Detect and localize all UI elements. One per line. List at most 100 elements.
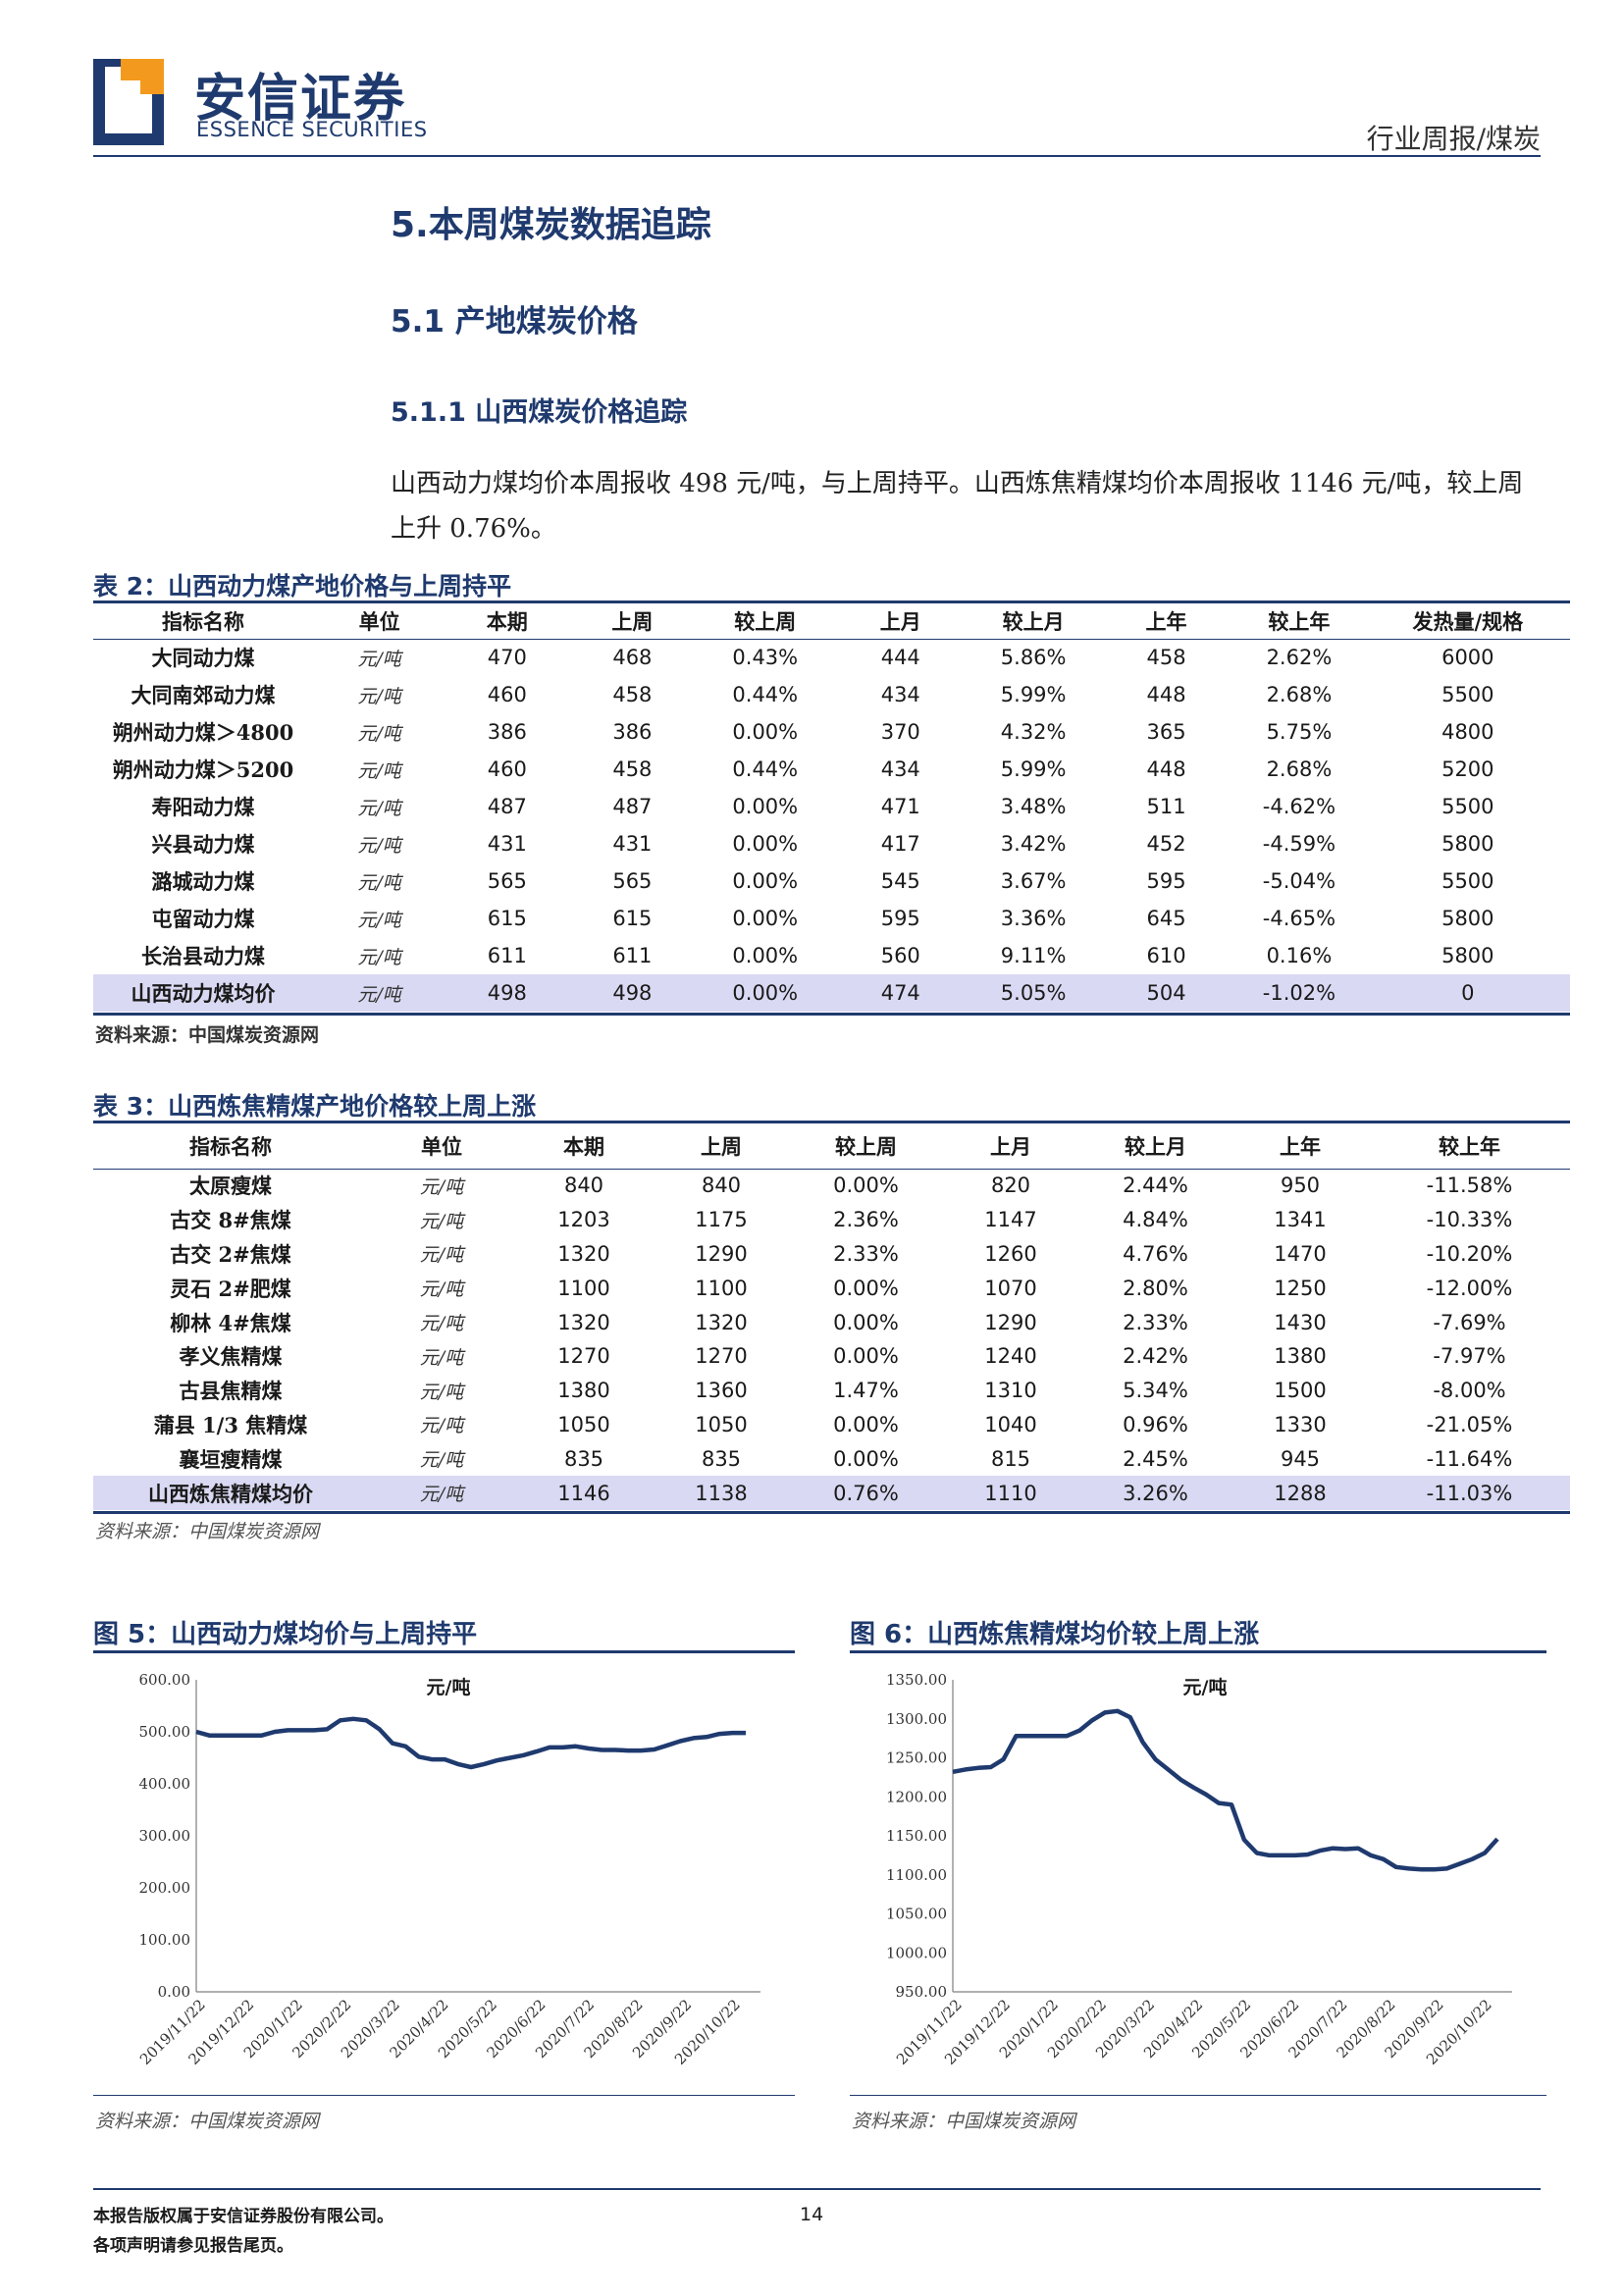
table-cell: 1100 — [695, 1276, 748, 1300]
y-tick-label: 600.00 — [139, 1671, 191, 1689]
table-cell: 3.48% — [1000, 795, 1067, 818]
table-cell: 434 — [880, 683, 920, 706]
table-cell: 0.16% — [1266, 944, 1333, 967]
table-cell: 448 — [1146, 757, 1186, 781]
table-cell: 820 — [990, 1174, 1031, 1198]
column-header: 本期 — [486, 609, 528, 634]
table-cell: 611 — [487, 944, 527, 967]
table-cell: -7.69% — [1433, 1310, 1506, 1334]
table-cell: 1040 — [984, 1412, 1037, 1436]
table-cell: 565 — [487, 869, 527, 893]
table-cell: 0 — [1365, 974, 1570, 1012]
row-label: 大同南郊动力煤 — [131, 683, 276, 707]
table-cell: 元/吨 — [419, 1449, 464, 1472]
table-cell: 0.00% — [696, 974, 835, 1012]
table-cell: -11.03% — [1369, 1476, 1570, 1510]
table-cell: 元/吨 — [357, 648, 401, 670]
section-heading: 5.本周煤炭数据追踪 — [391, 205, 711, 245]
table-row: 屯留动力煤 元/吨 615 615 0.00% 595 3.36% 645 -4.65% 5800 — [93, 900, 1570, 937]
table-cell: 0.00% — [833, 1276, 899, 1300]
table-row: 孝义焦精煤 元/吨 1270 1270 0.00% 1240 2.42% 1380 -7.97% — [93, 1339, 1570, 1374]
table-cell: 9.11% — [1000, 944, 1067, 967]
table-cell: 3.67% — [1000, 869, 1067, 893]
table-cell: 458 — [612, 757, 653, 781]
table-cell: 1330 — [1274, 1412, 1327, 1436]
page-number: 14 — [800, 2204, 824, 2225]
table-cell: 2.42% — [1123, 1344, 1188, 1369]
table-cell: 474 — [834, 974, 968, 1012]
table-cell: 元/吨 — [357, 759, 401, 782]
table-cell: 5.99% — [1000, 683, 1067, 706]
table-row: 大同动力煤 元/吨 470 468 0.43% 444 5.86% 458 2.62% 6000 — [93, 639, 1570, 676]
table-cell: 0.76% — [790, 1476, 942, 1510]
table-cell: 444 — [880, 646, 920, 669]
column-header: 较上月 — [1002, 609, 1065, 634]
unit-label: 元/吨 — [427, 1676, 471, 1698]
table-row: 朔州动力煤＞4800 元/吨 386 386 0.00% 370 4.32% 365 5.75%… — [93, 713, 1570, 751]
table-cell: 2.68% — [1266, 683, 1333, 706]
row-label: 朔州动力煤＞4800 — [112, 720, 294, 745]
y-tick-label: 400.00 — [139, 1775, 191, 1793]
table-row: 大同南郊动力煤 元/吨 460 458 0.44% 434 5.99% 448 2.68% 550… — [93, 676, 1570, 713]
y-tick-label: 1100.00 — [886, 1866, 947, 1884]
table-cell: -4.59% — [1262, 832, 1336, 856]
table3-header-rule — [93, 1169, 1570, 1170]
table-cell: 835 — [563, 1446, 604, 1471]
table-cell: 1470 — [1274, 1241, 1327, 1266]
column-header: 上年 — [1145, 609, 1187, 634]
table-cell: 1360 — [695, 1379, 748, 1403]
column-header: 较上周 — [835, 1134, 897, 1159]
column-header: 上周 — [611, 609, 654, 634]
table-cell: 0.00% — [833, 1446, 899, 1471]
table2-bottom-rule — [93, 1013, 1570, 1016]
row-label: 寿阳动力煤 — [151, 795, 255, 819]
table-cell: -8.00% — [1433, 1379, 1506, 1403]
table-cell: 0.44% — [732, 757, 799, 781]
table-cell: -4.62% — [1262, 795, 1336, 818]
table-cell: 0.00% — [732, 795, 799, 818]
table-cell: 0.00% — [732, 832, 799, 856]
column-header: 指标名称 — [189, 1134, 272, 1159]
table3-bottom-rule — [93, 1511, 1570, 1514]
table-cell: 元/吨 — [357, 834, 401, 857]
coal-price-line-chart: 0.00 100.00 200.00 300.00 400.00 500.00 600.00… — [136, 1671, 760, 2068]
table-header-row: 指标名称 单位 本期 上周 较上周 上月 较上月 上年 较上年 — [93, 1123, 1570, 1169]
table-cell: 615 — [612, 907, 653, 930]
column-header: 指标名称 — [161, 609, 244, 634]
table-cell: 645 — [1146, 907, 1186, 930]
table-cell: 504 — [1099, 974, 1233, 1012]
table-cell: 565 — [612, 869, 653, 893]
table-cell: 1310 — [984, 1379, 1037, 1403]
table-cell: 0.00% — [732, 869, 799, 893]
table-cell: 5500 — [1441, 869, 1494, 893]
disclaimer-line: 各项声明请参见报告尾页。 — [93, 2236, 293, 2256]
column-header: 上年 — [1280, 1134, 1321, 1159]
column-header: 发热量/规格 — [1412, 609, 1524, 634]
footer-disclaimer: 本报告版权属于安信证券股份有限公司。 各项声明请参见报告尾页。 — [93, 2202, 393, 2261]
table-cell: 1270 — [695, 1344, 748, 1369]
row-label: 灵石 2#肥煤 — [170, 1276, 291, 1301]
table-cell: 3.42% — [1000, 832, 1067, 856]
table-cell: 元/吨 — [368, 1476, 515, 1510]
table-cell: 370 — [880, 720, 920, 744]
column-header: 本期 — [563, 1134, 604, 1159]
y-tick-label: 300.00 — [139, 1827, 191, 1845]
table-cell: -10.33% — [1426, 1208, 1513, 1232]
table-row: 太原瘦煤 元/吨 840 840 0.00% 820 2.44% 950 -11.58% — [93, 1169, 1570, 1203]
table-cell: 元/吨 — [357, 722, 401, 745]
table3-top-rule — [93, 1121, 1570, 1123]
table-cell: 595 — [1146, 869, 1186, 893]
table-row: 蒲县 1/3 焦精煤 元/吨 1050 1050 0.00% 1040 0.96% 1330 -… — [93, 1408, 1570, 1442]
table-cell: 4.32% — [1000, 720, 1067, 744]
table-cell: 1050 — [557, 1412, 610, 1436]
table-cell: 5800 — [1441, 944, 1494, 967]
table-cell: 0.96% — [1123, 1412, 1188, 1436]
summary-paragraph: 山西动力煤均价本周报收 498 元/吨，与上周持平。山西炼焦精煤均价本周报收 1… — [391, 469, 1524, 544]
table-cell: 元/吨 — [419, 1244, 464, 1267]
table-cell: 815 — [990, 1446, 1031, 1471]
table-cell: 元/吨 — [419, 1346, 464, 1369]
table-row: 灵石 2#肥煤 元/吨 1100 1100 0.00% 1070 2.80% 1250 -12.… — [93, 1271, 1570, 1305]
table-cell: 434 — [880, 757, 920, 781]
table-cell: 2.44% — [1123, 1174, 1188, 1198]
figure6-bottom-rule — [850, 2095, 1546, 2096]
